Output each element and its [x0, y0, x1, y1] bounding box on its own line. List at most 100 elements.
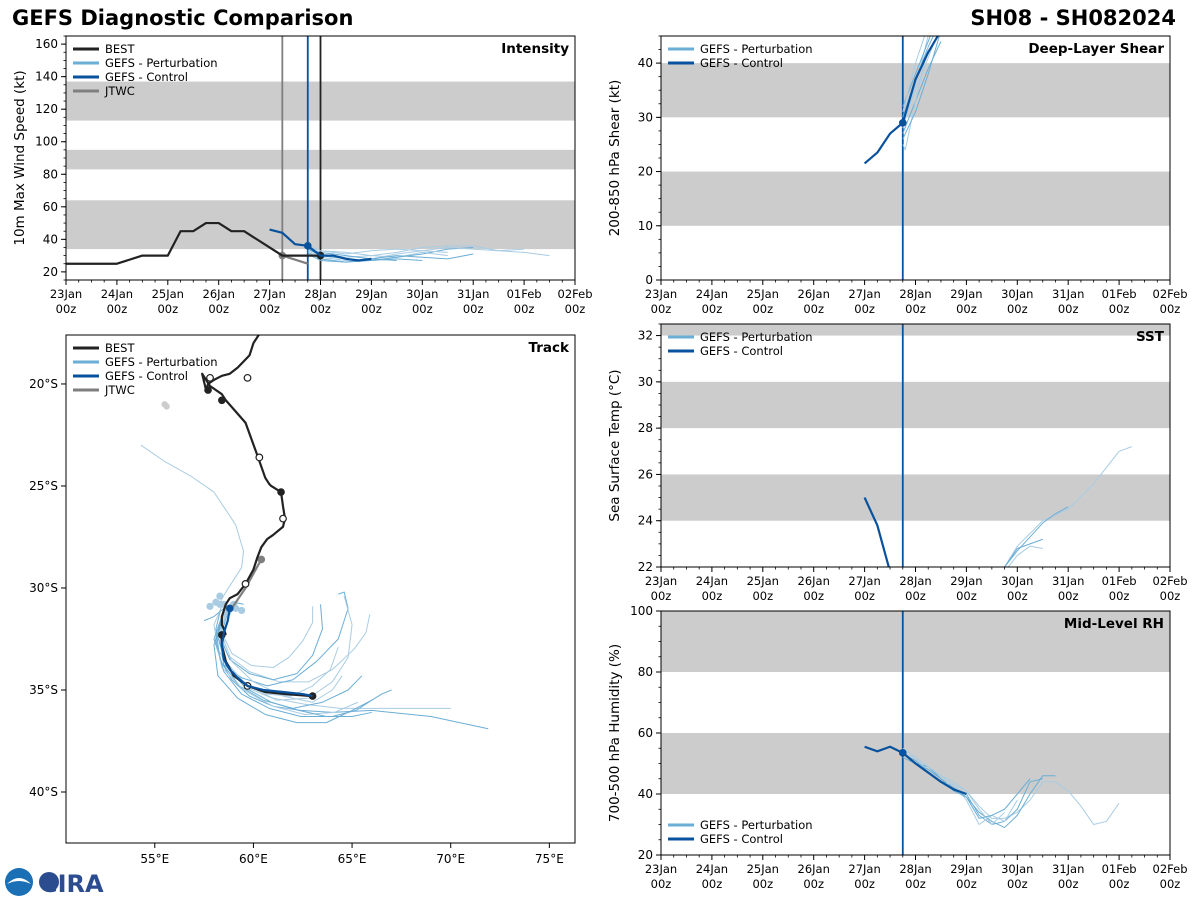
panel-title: Track — [529, 340, 570, 356]
series-line-perturbation-member-3 — [902, 41, 942, 134]
series-line-perturbation-member-7 — [219, 604, 323, 681]
x-tick-label-day: 24Jan — [696, 287, 728, 301]
x-tick-label-day: 31Jan — [1052, 862, 1084, 876]
y-tick-label: 22 — [638, 560, 653, 574]
x-tick-label-hour: 00z — [702, 877, 723, 891]
series-line-control — [220, 608, 313, 698]
y-axis-label: 10m Max Wind Speed (kt) — [12, 70, 28, 245]
x-tick-label-hour: 00z — [463, 302, 484, 316]
marker-control — [898, 118, 907, 127]
cira-logo: CIRA — [5, 868, 104, 898]
x-tick-label-hour: 00z — [361, 302, 382, 316]
x-tick-label-day: 26Jan — [798, 574, 830, 588]
x-tick-label-hour: 00z — [514, 302, 535, 316]
x-tick-label-hour: 00z — [752, 302, 773, 316]
x-tick-label-hour: 00z — [1160, 877, 1181, 891]
series-line-perturbation-member-10 — [215, 608, 359, 715]
x-tick-label: 55°E — [140, 852, 169, 866]
y-tick-label: 35°S — [29, 683, 58, 697]
plot-area — [661, 36, 1170, 280]
panel-track: 20°S 25°S 30°S 35°S 40°S 55°E 60°E 65°E 70°E 75°E… — [29, 327, 576, 866]
y-tick-label: 40 — [43, 232, 58, 246]
x-tick-label-day: 23Jan — [645, 862, 677, 876]
legend-label-perturbation: GEFS - Perturbation — [700, 818, 813, 832]
y-tick-label: 40 — [638, 56, 653, 70]
x-tick-label-hour: 00z — [651, 589, 672, 603]
y-tick-label: 30 — [638, 375, 653, 389]
marker-perturbation-start — [216, 592, 224, 600]
marker-control — [225, 604, 234, 613]
series-line-best — [66, 221, 321, 265]
marker-perturbation-start — [206, 602, 214, 610]
marker-best — [218, 396, 226, 405]
x-tick-label-hour: 00z — [1109, 589, 1130, 603]
series-line-perturbation-member-4 — [902, 46, 929, 151]
y-axis-label: 200-850 hPa Shear (kt) — [607, 80, 623, 237]
marker-open-best — [243, 373, 252, 382]
x-tick-label-day: 25Jan — [747, 862, 779, 876]
marker-jtwc — [257, 555, 266, 564]
x-tick-label: 60°E — [239, 852, 268, 866]
x-tick-label-day: 30Jan — [1001, 287, 1033, 301]
x-tick-label-day: 01Feb — [507, 287, 542, 301]
y-tick-label: 140 — [35, 70, 58, 84]
band-2 — [661, 324, 1170, 336]
series-line-perturbation-member-3 — [902, 756, 1056, 829]
series-line-control — [269, 228, 372, 262]
marker-control — [898, 749, 907, 757]
x-tick-label-hour: 00z — [752, 877, 773, 891]
series-line-perturbation-member-4 — [902, 747, 1005, 825]
y-tick-label: 26 — [638, 467, 653, 481]
x-tick-label-day: 01Feb — [1102, 862, 1137, 876]
x-tick-label-hour: 00z — [702, 589, 723, 603]
x-tick-label-day: 23Jan — [50, 287, 82, 301]
series-line-perturbation-member-6 — [307, 245, 448, 255]
x-tick-label-day: 23Jan — [645, 287, 677, 301]
x-tick-label-hour: 00z — [1109, 302, 1130, 316]
x-tick-label-hour: 00z — [803, 589, 824, 603]
x-tick-label-hour: 00z — [1007, 877, 1028, 891]
y-tick-label: 24 — [638, 514, 653, 528]
series-line-jtwc — [230, 558, 263, 609]
x-tick-label-day: 31Jan — [457, 287, 489, 301]
marker-best — [277, 488, 285, 496]
series-line-perturbation-member-7 — [902, 36, 940, 140]
x-tick-label-day: 26Jan — [798, 862, 830, 876]
x-tick-label-hour: 00z — [854, 589, 875, 603]
y-tick-label: 100 — [35, 135, 58, 149]
panel-sst: 22242628303223Jan00z24Jan00z25Jan00z26Ja… — [607, 323, 1188, 603]
x-tick-label-hour: 00z — [854, 877, 875, 891]
legend-label-perturbation: GEFS - Perturbation — [105, 355, 218, 369]
x-tick-label-day: 23Jan — [645, 574, 677, 588]
x-tick-label: 65°E — [338, 852, 367, 866]
x-tick-label-hour: 00z — [854, 302, 875, 316]
legend-label-jtwc: JTWC — [104, 84, 135, 98]
legend-label-control: GEFS - Control — [105, 70, 188, 84]
legend-label-control: GEFS - Control — [700, 344, 783, 358]
marker-open-best — [255, 453, 264, 462]
x-tick-label-hour: 00z — [1109, 877, 1130, 891]
panel-title: SST — [1136, 329, 1165, 345]
band-1 — [661, 611, 1170, 672]
panel-title: Intensity — [501, 41, 569, 57]
panel-rh: 2040608010023Jan00z24Jan00z25Jan00z26Jan… — [607, 604, 1188, 891]
series-line-control — [863, 497, 890, 567]
marker-best — [258, 327, 266, 335]
series-line-perturbation-member-6 — [902, 36, 926, 113]
legend-label-control: GEFS - Control — [105, 369, 188, 383]
x-tick-label-day: 27Jan — [848, 862, 880, 876]
noaa-bird-icon — [7, 878, 31, 884]
x-tick-label-day: 02Feb — [1153, 862, 1188, 876]
y-tick-label: 40°S — [29, 785, 58, 799]
x-tick-label-day: 30Jan — [1001, 862, 1033, 876]
y-tick-label: 0 — [645, 273, 653, 287]
marker-open-best — [241, 579, 250, 588]
x-tick-label-day: 02Feb — [558, 287, 593, 301]
y-tick-label: 40 — [638, 787, 653, 801]
panel-shear: 01020304023Jan00z24Jan00z25Jan00z26Jan00… — [607, 35, 1188, 316]
x-tick-label-day: 29Jan — [355, 287, 387, 301]
x-tick-label-hour: 00z — [565, 302, 586, 316]
x-tick-label-day: 27Jan — [253, 287, 285, 301]
plot-frame — [660, 323, 1171, 568]
x-tick-label-day: 25Jan — [747, 574, 779, 588]
